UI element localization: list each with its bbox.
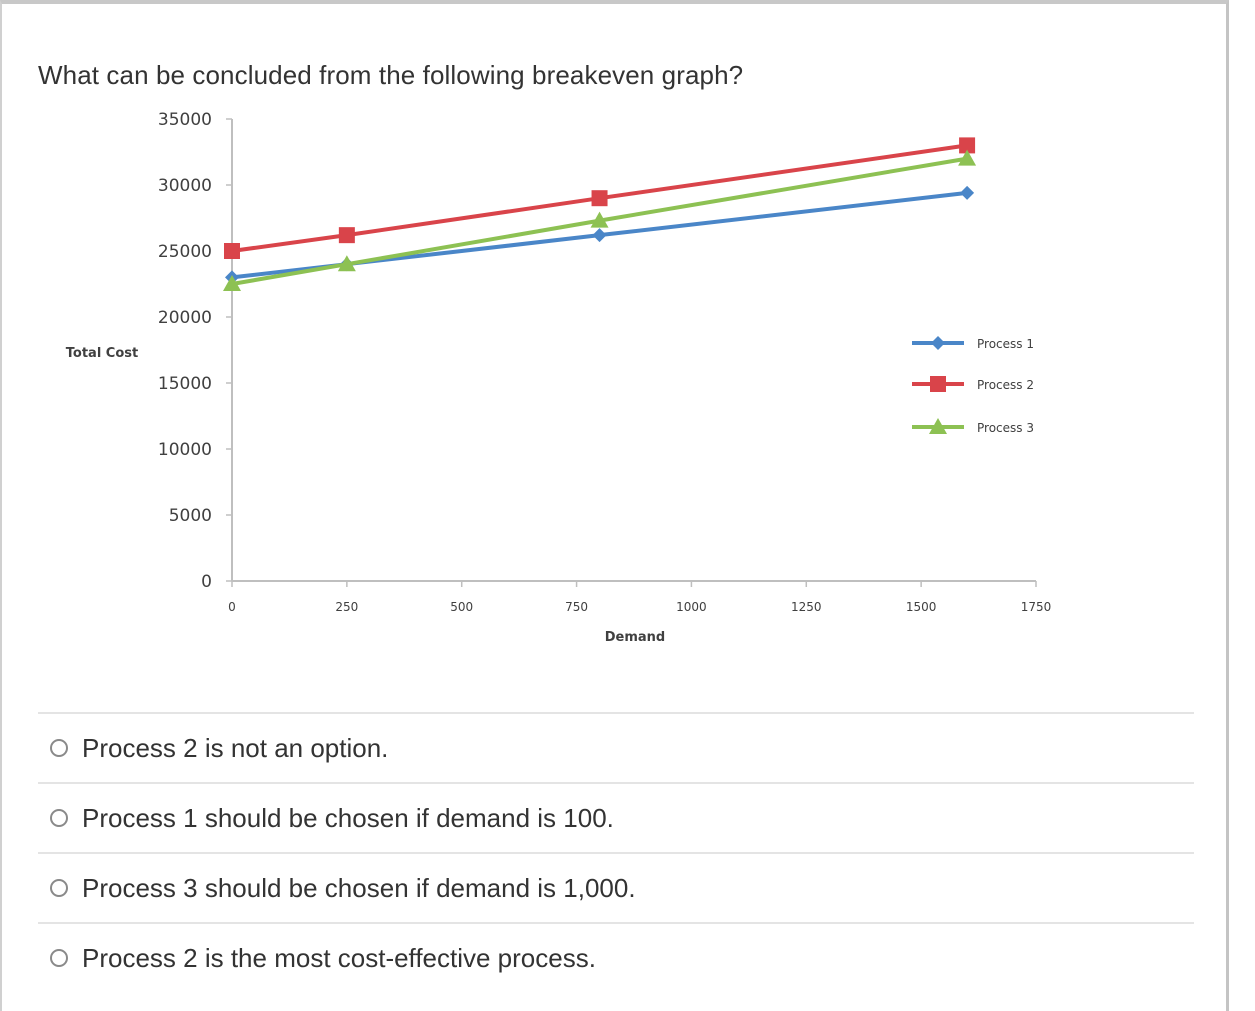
radio-button[interactable] (50, 809, 68, 827)
answer-label[interactable]: Process 3 should be chosen if demand is … (82, 872, 636, 903)
answer-label[interactable]: Process 2 is not an option. (82, 732, 389, 763)
diamond-marker-icon (960, 185, 975, 200)
legend-label: Process 3 (977, 421, 1034, 435)
answer-option-2[interactable]: Process 1 should be chosen if demand is … (38, 782, 1194, 852)
triangle-marker-icon (223, 275, 241, 291)
y-tick-label: 15000 (158, 374, 212, 394)
legend-square-icon (930, 376, 946, 392)
x-tick-label: 0 (228, 600, 236, 614)
y-tick-label: 5000 (169, 506, 212, 526)
question-text: What can be concluded from the following… (38, 60, 744, 90)
square-marker-icon (591, 190, 608, 207)
triangle-marker-icon (958, 149, 977, 166)
legend-diamond-icon (931, 336, 945, 350)
series-line-process-3 (231, 156, 968, 286)
chart-canvas: 0 5000 10000 15000 20000 25000 30000 35000 0 250 5… (66, 110, 1052, 645)
answer-list: Process 2 is not an option. Process 1 sh… (38, 712, 1194, 992)
x-tick-label: 1000 (676, 600, 707, 614)
answer-option-3[interactable]: Process 3 should be chosen if demand is … (38, 852, 1194, 922)
y-tick-label: 0 (201, 572, 212, 592)
square-marker-icon (224, 243, 240, 259)
radio-button[interactable] (50, 949, 68, 967)
triangle-marker-icon (337, 255, 356, 272)
series-line-process-2 (231, 143, 968, 253)
y-tick-label: 20000 (158, 308, 212, 328)
legend-label: Process 1 (977, 337, 1034, 351)
answer-label[interactable]: Process 1 should be chosen if demand is … (82, 802, 614, 833)
y-tick-label: 35000 (158, 110, 212, 130)
series-line-process-1 (231, 190, 968, 280)
answer-option-4[interactable]: Process 2 is the most cost-effective pro… (38, 922, 1194, 992)
x-tick-label: 1750 (1021, 600, 1052, 614)
x-tick-label: 1500 (906, 600, 937, 614)
x-axis-title: Demand (605, 630, 666, 645)
diamond-marker-icon (592, 228, 607, 243)
square-marker-icon (959, 137, 976, 154)
legend-triangle-icon (929, 418, 947, 434)
x-tick-label: 750 (565, 600, 588, 614)
triangle-marker-icon (590, 211, 609, 228)
legend-label: Process 2 (977, 378, 1034, 392)
y-tick-label: 30000 (158, 176, 212, 196)
radio-button[interactable] (50, 879, 68, 897)
question-frame (0, 0, 1229, 1011)
x-tick-label: 250 (335, 600, 358, 614)
x-tick-label: 500 (450, 600, 473, 614)
radio-button[interactable] (50, 739, 68, 757)
breakeven-chart: 0 5000 10000 15000 20000 25000 30000 35000 0 250 5… (66, 110, 1052, 645)
answer-option-1[interactable]: Process 2 is not an option. (38, 712, 1194, 782)
y-tick-label: 25000 (158, 242, 212, 262)
y-tick-label: 10000 (158, 440, 212, 460)
x-tick-label: 1250 (791, 600, 822, 614)
answer-label[interactable]: Process 2 is the most cost-effective pro… (82, 942, 596, 973)
square-marker-icon (338, 227, 355, 244)
y-axis-title: Total Cost (66, 346, 138, 361)
